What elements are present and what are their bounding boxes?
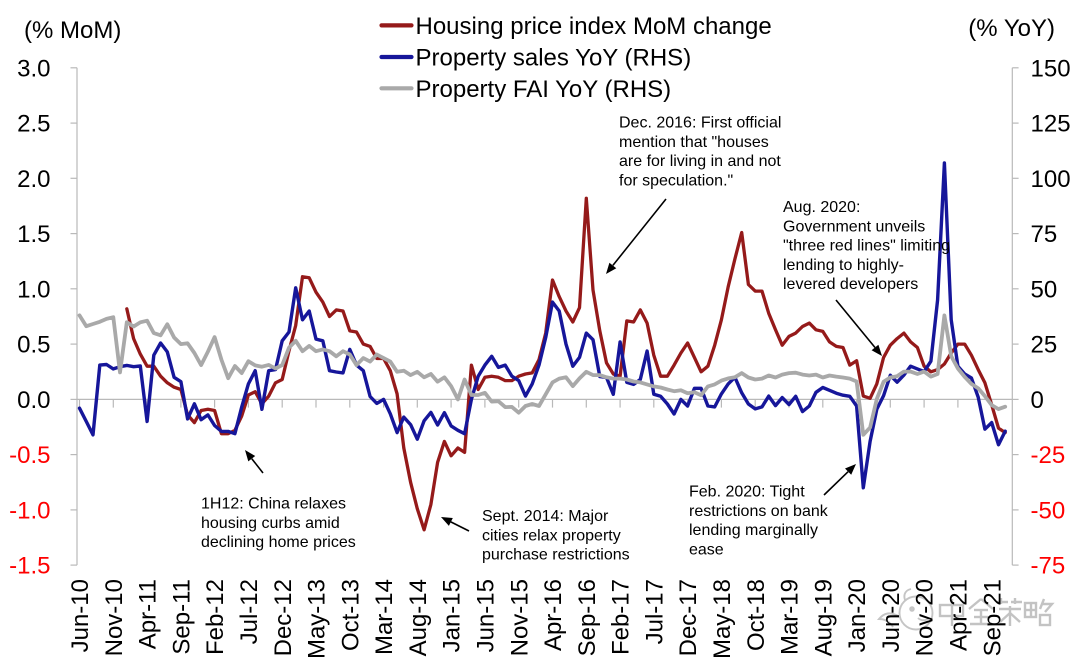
svg-text:Jan-15: Jan-15 [439, 579, 466, 652]
svg-text:Sept. 2014: Major: Sept. 2014: Major [482, 508, 609, 525]
svg-text:May-13: May-13 [304, 579, 331, 659]
svg-text:declining home prices: declining home prices [201, 534, 356, 551]
svg-text:2.5: 2.5 [17, 111, 50, 138]
svg-text:Government unveils: Government unveils [783, 218, 925, 235]
svg-text:-25: -25 [1031, 442, 1066, 469]
svg-text:1.0: 1.0 [17, 276, 50, 303]
svg-text:Nov-20: Nov-20 [912, 579, 939, 656]
svg-text:Housing price index MoM change: Housing price index MoM change [416, 13, 772, 40]
svg-text:150: 150 [1031, 55, 1071, 82]
svg-text:Sep-21: Sep-21 [979, 579, 1006, 656]
svg-text:housing curbs amid: housing curbs amid [201, 515, 340, 532]
svg-text:Property FAI YoY (RHS): Property FAI YoY (RHS) [416, 76, 672, 103]
svg-text:1.5: 1.5 [17, 221, 50, 248]
svg-text:Aug. 2020:: Aug. 2020: [783, 199, 860, 216]
svg-text:Sep-11: Sep-11 [169, 579, 196, 655]
svg-text:0.5: 0.5 [17, 332, 50, 359]
svg-text:Jun-15: Jun-15 [473, 579, 500, 652]
svg-text:Dec-12: Dec-12 [270, 579, 297, 656]
svg-text:Jul-17: Jul-17 [641, 579, 668, 644]
svg-text:100: 100 [1031, 166, 1071, 193]
svg-text:Feb-17: Feb-17 [608, 579, 635, 655]
svg-text:-50: -50 [1031, 498, 1066, 525]
svg-text:Sep-16: Sep-16 [574, 579, 601, 656]
svg-text:Dec. 2016: First official: Dec. 2016: First official [619, 115, 781, 132]
svg-text:0: 0 [1031, 387, 1044, 414]
svg-text:levered developers: levered developers [783, 276, 918, 293]
svg-text:2.0: 2.0 [17, 166, 50, 193]
svg-text:Mar-19: Mar-19 [777, 579, 804, 655]
svg-text:(% YoY): (% YoY) [968, 15, 1055, 42]
svg-text:Feb. 2020: Tight: Feb. 2020: Tight [689, 484, 805, 501]
svg-text:0.0: 0.0 [17, 387, 50, 414]
svg-text:Property sales YoY (RHS): Property sales YoY (RHS) [416, 45, 692, 72]
svg-text:lending to highly-: lending to highly- [783, 257, 904, 274]
svg-text:Aug-14: Aug-14 [405, 579, 432, 656]
svg-text:Apr-21: Apr-21 [946, 579, 973, 651]
svg-text:Jun-20: Jun-20 [878, 579, 905, 652]
svg-text:purchase restrictions: purchase restrictions [482, 547, 630, 564]
svg-text:125: 125 [1031, 111, 1071, 138]
svg-text:Mar-14: Mar-14 [371, 579, 398, 655]
svg-text:1H12: China relaxes: 1H12: China relaxes [201, 496, 346, 513]
svg-text:Oct-13: Oct-13 [337, 579, 364, 651]
svg-text:50: 50 [1031, 276, 1058, 303]
svg-text:Aug-19: Aug-19 [810, 579, 837, 656]
svg-text:Jan-20: Jan-20 [844, 579, 871, 652]
svg-text:Feb-12: Feb-12 [202, 579, 229, 655]
svg-text:(% MoM): (% MoM) [24, 17, 121, 44]
svg-text:for speculation.": for speculation." [619, 172, 733, 189]
svg-text:Oct-18: Oct-18 [743, 579, 770, 651]
svg-text:-0.5: -0.5 [9, 442, 50, 469]
svg-text:are for living in and not: are for living in and not [619, 153, 781, 170]
svg-text:Nov-10: Nov-10 [101, 579, 128, 656]
svg-text:Apr-11: Apr-11 [135, 579, 162, 649]
svg-text:-1.5: -1.5 [9, 553, 50, 580]
svg-text:25: 25 [1031, 332, 1058, 359]
svg-text:lending marginally: lending marginally [689, 522, 818, 539]
svg-text:Nov-15: Nov-15 [506, 579, 533, 656]
svg-text:Dec-17: Dec-17 [675, 579, 702, 656]
svg-text:May-18: May-18 [709, 579, 736, 659]
svg-text:"three red lines" limiting: "three red lines" limiting [783, 238, 950, 255]
svg-text:3.0: 3.0 [17, 55, 50, 82]
svg-text:75: 75 [1031, 221, 1058, 248]
svg-text:mention that "houses: mention that "houses [619, 134, 769, 151]
svg-text:Jul-12: Jul-12 [236, 579, 263, 644]
svg-text:-1.0: -1.0 [9, 498, 50, 525]
svg-text:restrictions on bank: restrictions on bank [689, 503, 829, 520]
svg-text:-75: -75 [1031, 553, 1066, 580]
svg-text:Apr-16: Apr-16 [540, 579, 567, 651]
svg-text:ease: ease [689, 541, 724, 558]
svg-text:Jun-10: Jun-10 [67, 579, 94, 652]
svg-text:cities relax property: cities relax property [482, 527, 621, 544]
